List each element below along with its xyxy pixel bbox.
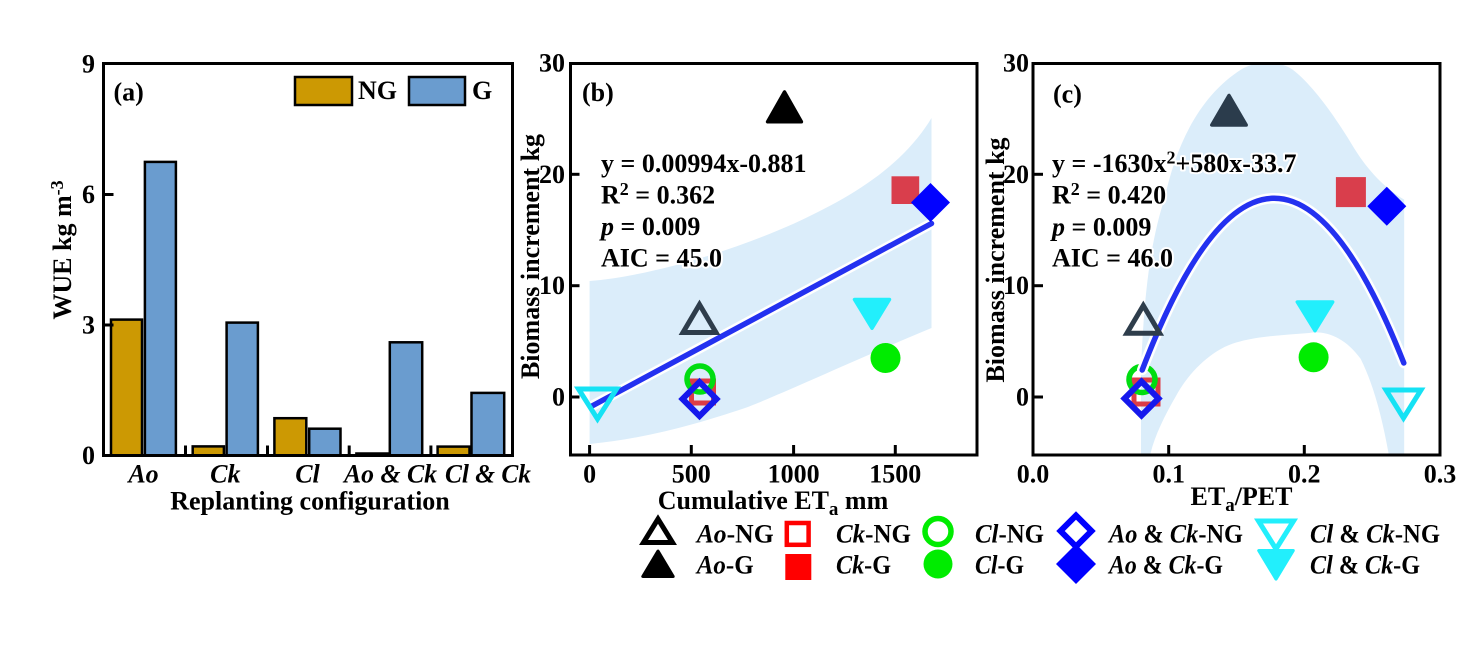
svg-text:Biomass increment kg: Biomass increment kg [516, 134, 545, 379]
svg-text:Ck: Ck [210, 460, 240, 489]
svg-text:10: 10 [539, 271, 565, 300]
svg-text:Ao-NG: Ao-NG [695, 519, 774, 548]
svg-text:AIC = 45.0: AIC = 45.0 [601, 244, 722, 273]
svg-text:Biomass increment kg: Biomass increment kg [981, 137, 1010, 382]
svg-text:Ck-G: Ck-G [836, 551, 891, 580]
svg-text:Cl: Cl [295, 460, 320, 489]
svg-text:0.3: 0.3 [1424, 460, 1457, 489]
svg-text:10: 10 [1003, 271, 1029, 300]
svg-text:p = 0.009: p = 0.009 [599, 212, 700, 241]
svg-text:20: 20 [1003, 160, 1029, 189]
svg-text:6: 6 [82, 180, 95, 209]
svg-text:Ao: Ao [126, 460, 158, 489]
svg-text:0.2: 0.2 [1288, 460, 1321, 489]
svg-text:y = -1630x2+580x-33.7: y = -1630x2+580x-33.7 [1052, 148, 1296, 179]
svg-text:Ao & Ck: Ao & Ck [342, 460, 437, 489]
svg-text:Replanting configuration: Replanting configuration [170, 487, 450, 516]
svg-text:0.0: 0.0 [1017, 460, 1050, 489]
svg-text:1500: 1500 [869, 460, 921, 489]
svg-text:AIC = 46.0: AIC = 46.0 [1052, 244, 1173, 273]
svg-text:30: 30 [1003, 49, 1029, 78]
svg-text:0: 0 [583, 460, 596, 489]
svg-text:0: 0 [82, 441, 95, 470]
svg-text:30: 30 [539, 49, 565, 78]
svg-text:ETa/PET: ETa/PET [1191, 482, 1293, 516]
svg-text:p = 0.009: p = 0.009 [1050, 213, 1151, 242]
svg-text:R2 = 0.362: R2 = 0.362 [601, 179, 715, 210]
svg-text:R2 = 0.420: R2 = 0.420 [1052, 179, 1166, 210]
svg-text:20: 20 [539, 160, 565, 189]
svg-text:500: 500 [672, 460, 711, 489]
svg-text:Cl-G: Cl-G [975, 551, 1024, 580]
svg-text:(c): (c) [1053, 80, 1082, 109]
svg-text:Cl & Ck-G: Cl & Ck-G [1310, 551, 1420, 580]
svg-text:Cl & Ck-NG: Cl & Ck-NG [1310, 519, 1440, 548]
svg-text:Cl & Ck: Cl & Ck [445, 460, 531, 489]
svg-text:Ck-NG: Ck-NG [836, 519, 911, 548]
svg-text:y = 0.00994x-0.881: y = 0.00994x-0.881 [601, 149, 806, 178]
svg-text:(a): (a) [114, 78, 144, 107]
svg-text:Ao & Ck-NG: Ao & Ck-NG [1107, 519, 1243, 548]
svg-text:NG: NG [358, 76, 397, 105]
svg-text:9: 9 [82, 50, 95, 79]
svg-text:Cl-NG: Cl-NG [975, 519, 1044, 548]
svg-text:0: 0 [1016, 383, 1029, 412]
svg-text:0.1: 0.1 [1152, 460, 1185, 489]
svg-text:Ao-G: Ao-G [695, 551, 754, 580]
svg-text:1000: 1000 [768, 460, 820, 489]
svg-text:(b): (b) [582, 78, 614, 107]
svg-text:3: 3 [82, 311, 95, 340]
svg-text:Ao & Ck-G: Ao & Ck-G [1107, 551, 1223, 580]
svg-text:0: 0 [552, 383, 565, 412]
svg-text:G: G [472, 76, 492, 105]
svg-text:Cumulative ETa mm: Cumulative ETa mm [658, 486, 889, 520]
svg-text:WUE kg m-3: WUE kg m-3 [47, 180, 77, 319]
